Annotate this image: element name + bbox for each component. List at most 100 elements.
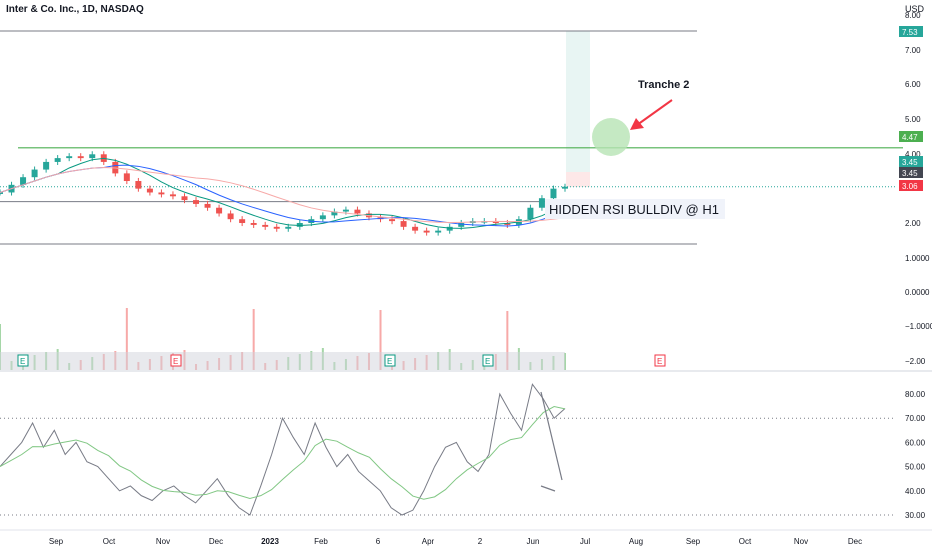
earnings-marker-label: E — [387, 357, 392, 366]
stop-box — [566, 172, 590, 187]
rsi-y-tick-label: 30.00 — [905, 511, 926, 520]
divergence-label-bg — [545, 199, 725, 219]
earnings-marker-label: E — [485, 357, 490, 366]
candle-body — [158, 192, 165, 195]
price-badge-label: 3.06 — [902, 182, 918, 191]
candle-body — [458, 223, 465, 227]
price-badge-label: 3.45 — [902, 158, 918, 167]
y-tick-label: 0.0000 — [905, 288, 930, 297]
candle-body — [43, 161, 50, 170]
x-tick-label: Dec — [209, 537, 223, 546]
candle-body — [319, 215, 326, 220]
candle-body — [250, 223, 257, 225]
y-tick-label: 6.00 — [905, 80, 921, 89]
earnings-marker-label: E — [173, 357, 178, 366]
rsi-y-tick-label: 60.00 — [905, 438, 926, 447]
candle-body — [504, 223, 511, 225]
y-tick-label: −2.00 — [905, 357, 926, 366]
candle-body — [31, 169, 38, 178]
rsi-line — [0, 383, 566, 516]
candle-body — [216, 207, 223, 214]
earnings-marker — [384, 354, 396, 367]
x-tick-label: Sep — [49, 537, 64, 546]
candle-body — [66, 156, 73, 159]
candle-body — [169, 194, 176, 197]
x-tick-label: Oct — [739, 537, 752, 546]
currency-label: USD — [905, 4, 925, 14]
candle-body — [146, 188, 153, 193]
candle-body — [227, 213, 234, 220]
rsi-y-tick-label: 80.00 — [905, 390, 926, 399]
earnings-marker-label: E — [20, 357, 25, 366]
candle-body — [193, 200, 200, 204]
x-tick-label: Nov — [156, 537, 170, 546]
candle-body — [181, 196, 188, 201]
candle-body — [538, 198, 545, 208]
x-tick-label: 6 — [376, 537, 381, 546]
volume-bar — [125, 308, 128, 370]
candle-body — [550, 188, 557, 199]
candle-body — [77, 156, 84, 159]
tranche-label: Tranche 2 — [638, 79, 689, 91]
earnings-marker-label: E — [657, 357, 662, 366]
candle-body — [135, 181, 142, 189]
moving-average-line — [0, 157, 566, 229]
y-tick-label: 4.00 — [905, 150, 921, 159]
candle-body — [562, 186, 568, 189]
price-badge — [899, 131, 923, 142]
divergence-line — [540, 391, 563, 481]
x-tick-label: Sep — [686, 537, 701, 546]
divergence-line — [540, 485, 556, 492]
moving-average-line — [0, 164, 566, 227]
x-tick-label: Aug — [629, 537, 643, 546]
tranche-arrow-head — [630, 118, 644, 130]
price-badge-label: 4.47 — [902, 133, 918, 142]
target-circle — [592, 118, 630, 156]
price-badge — [899, 156, 923, 167]
volume-bar — [379, 310, 382, 370]
moving-average-line — [0, 166, 566, 223]
x-tick-label: 2023 — [261, 537, 279, 546]
volume-average-band — [0, 352, 565, 370]
earnings-marker — [482, 354, 494, 367]
candle-body — [0, 192, 3, 194]
x-tick-label: Apr — [422, 537, 435, 546]
candle-body — [204, 203, 211, 208]
price-badge — [899, 167, 923, 178]
candle-body — [239, 219, 246, 224]
candle-body — [412, 226, 419, 231]
x-tick-label: Dec — [848, 537, 862, 546]
y-tick-label: 5.00 — [905, 115, 921, 124]
volume-bar — [506, 311, 509, 370]
rsi-y-tick-label: 40.00 — [905, 487, 926, 496]
rsi-ma-line — [0, 405, 566, 500]
rsi-y-tick-label: 50.00 — [905, 463, 926, 472]
divergence-label: HIDDEN RSI BULLDIV @ H1 — [549, 202, 719, 217]
candle-body — [342, 209, 349, 212]
candle-body — [331, 211, 338, 216]
x-tick-label: Feb — [314, 537, 328, 546]
y-tick-label: 7.00 — [905, 46, 921, 55]
x-tick-label: 2 — [478, 537, 483, 546]
x-tick-label: Oct — [103, 537, 116, 546]
candle-body — [296, 223, 303, 227]
candle-body — [435, 230, 442, 233]
candle-body — [54, 158, 61, 162]
y-tick-label: 8.00 — [905, 11, 921, 20]
candle-body — [123, 173, 130, 182]
target-box — [566, 31, 590, 186]
x-tick-label: Jun — [527, 537, 540, 546]
candle-body — [262, 224, 269, 227]
price-badge — [899, 180, 923, 191]
x-tick-label: Jul — [580, 537, 590, 546]
candle-body — [20, 177, 27, 185]
y-tick-label: 1.0000 — [905, 254, 930, 263]
chart-title: Inter & Co. Inc., 1D, NASDAQ — [6, 4, 144, 15]
candle-body — [89, 154, 96, 159]
earnings-marker — [654, 354, 666, 367]
price-badge-label: 7.53 — [902, 28, 918, 37]
candle-body — [273, 226, 280, 229]
candle-body — [527, 207, 534, 220]
y-tick-label: −1.0000 — [905, 322, 932, 331]
